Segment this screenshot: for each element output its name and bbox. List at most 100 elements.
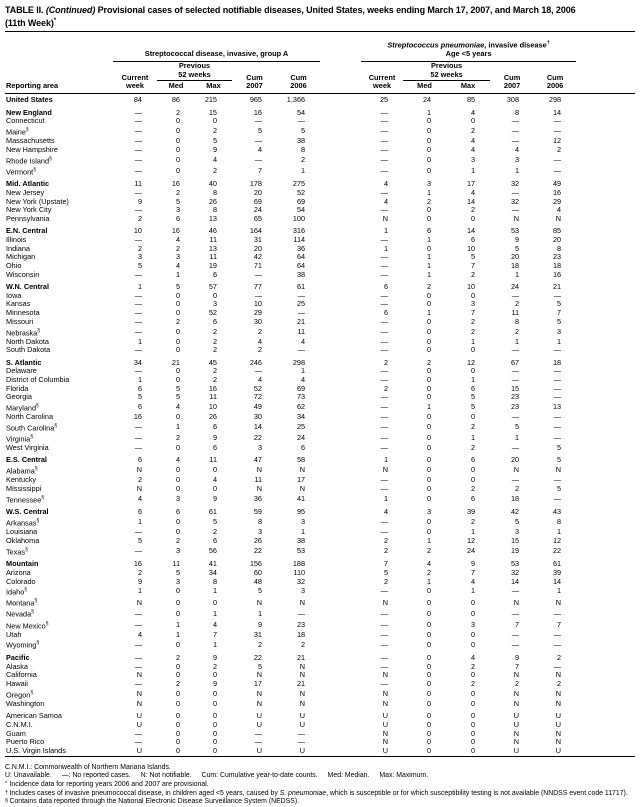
table-row: Delaware — 0 2 — 1 — 0 0 — —: [5, 367, 635, 376]
value-cell: 5: [471, 252, 476, 262]
table-row: United States 84 86 215 965 1,366 25 24 85 308 298: [5, 92, 636, 106]
value-cell: —: [511, 205, 520, 215]
value-cell: 1: [137, 282, 142, 292]
value-cell: 1: [471, 165, 476, 175]
value-cell: 6: [471, 235, 476, 245]
value-cell: 1: [212, 639, 217, 649]
value-cell: 1: [212, 608, 217, 618]
column-gap-cell: [320, 517, 361, 528]
value-cell: N: [256, 483, 262, 493]
value-cell: 4: [212, 619, 217, 629]
value-cell: 2: [384, 576, 389, 586]
table-row: New England —2 15 16 54—1 4 8 14: [5, 105, 635, 117]
value-cell: 0: [175, 597, 180, 607]
value-cell: N: [555, 699, 562, 708]
reporting-area-cell: American Samoa: [6, 711, 62, 721]
value-cell: 7: [557, 308, 562, 318]
value-cell: 0: [427, 517, 432, 527]
value-cell: 0: [427, 375, 432, 385]
value-cell: 2: [212, 165, 217, 175]
value-cell: —: [134, 443, 142, 453]
trailing-gap-cell: [576, 92, 636, 106]
reporting-area-cell: Colorado: [6, 577, 36, 586]
value-cell: 0: [427, 527, 432, 537]
value-cell: 8: [557, 517, 562, 527]
value-cell: 60: [253, 567, 262, 577]
value-cell: —: [134, 345, 142, 355]
value-cell: 0: [427, 290, 432, 300]
value-cell: 0: [212, 728, 217, 738]
value-cell: —: [511, 443, 520, 453]
value-cell: 0: [427, 366, 432, 376]
table-row: Kentucky 2 0 4 11 17 — 0 0 — —: [5, 476, 635, 485]
value-cell: 17: [296, 475, 306, 485]
value-cell: 0: [175, 366, 180, 376]
column-gap-cell: [320, 346, 361, 355]
reporting-area-cell: Illinois: [6, 236, 27, 245]
column-gap-cell: [320, 206, 361, 215]
group-b-header: Streptococcus pneumoniae, invasive disea…: [361, 39, 577, 63]
value-cell: 16: [133, 559, 142, 569]
col-cum-2006-b: Cum 2006: [546, 72, 564, 91]
column-gap-cell: [320, 376, 361, 385]
value-cell: 164: [249, 226, 262, 236]
column-gap-cell: [320, 189, 361, 198]
value-cell: 2: [212, 345, 217, 355]
table-row: Illinois — 4 11 31 114 — 1 6 9 20: [5, 235, 635, 245]
value-cell: 1: [515, 269, 520, 279]
value-cell: 0: [471, 465, 476, 475]
value-cell: 2: [427, 545, 432, 555]
value-cell: —: [511, 639, 520, 649]
value-cell: N: [256, 465, 262, 475]
value-cell: 2: [557, 144, 562, 154]
value-cell: U: [256, 719, 262, 729]
reporting-area-cell: Washington: [6, 700, 45, 708]
value-cell: N: [555, 465, 562, 475]
value-cell: N: [382, 214, 389, 224]
column-gap-cell: [320, 680, 361, 689]
value-cell: 0: [212, 290, 217, 300]
trailing-gap-cell: [576, 651, 635, 663]
table-row: Indiana 2 2 13 20 36 1 0 10 5 8: [5, 244, 635, 254]
value-cell: 4: [137, 493, 142, 503]
value-cell: 9: [212, 433, 217, 443]
value-cell: 0: [157, 746, 195, 757]
value-cell: 0: [427, 661, 432, 671]
value-cell: —: [380, 639, 389, 649]
value-cell: 23: [510, 392, 520, 402]
value-cell: —: [134, 235, 142, 245]
column-gap-cell: [320, 117, 361, 126]
value-cell: 3: [257, 443, 262, 453]
table-row: Mid. Atlantic 11 16 40 178 275 4 3 17 32 49: [5, 177, 635, 189]
value-cell: 3: [301, 517, 306, 527]
value-cell: 11: [172, 559, 180, 569]
value-cell: —: [380, 527, 389, 537]
column-gap-cell: [320, 620, 361, 631]
value-cell: 32: [510, 196, 520, 206]
value-cell: 3: [212, 299, 217, 309]
table-header: Reporting area Streptococcal disease, in…: [5, 39, 636, 94]
reporting-area-cell: Rhode Island§: [6, 155, 52, 165]
value-cell: 0: [427, 719, 432, 729]
value-cell: —: [297, 608, 306, 618]
value-cell: —: [380, 336, 389, 346]
value-cell: 1: [175, 269, 180, 279]
column-gap-cell: [320, 126, 361, 137]
value-cell: 71: [253, 261, 262, 271]
value-cell: 12: [552, 136, 562, 146]
value-cell: 6: [471, 383, 476, 393]
value-cell: 1: [515, 433, 520, 443]
value-cell: 114: [293, 235, 306, 245]
table-row: U.S. Virgin Islands U 0 0 U U U 0 0 U U: [5, 746, 636, 757]
value-cell: 23: [510, 402, 520, 412]
table-row: Puerto Rico — 0 0 — — N 0 0 N N: [5, 738, 635, 747]
value-cell: —: [297, 308, 306, 318]
value-cell: 0: [175, 465, 180, 475]
value-cell: 7: [515, 619, 520, 629]
value-cell: 29: [253, 308, 262, 318]
value-cell: 54: [296, 205, 306, 215]
value-cell: 0: [427, 728, 432, 738]
value-cell: 24: [253, 205, 262, 215]
trailing-gap-cell: [576, 189, 635, 198]
trailing-gap-cell: [576, 155, 635, 166]
